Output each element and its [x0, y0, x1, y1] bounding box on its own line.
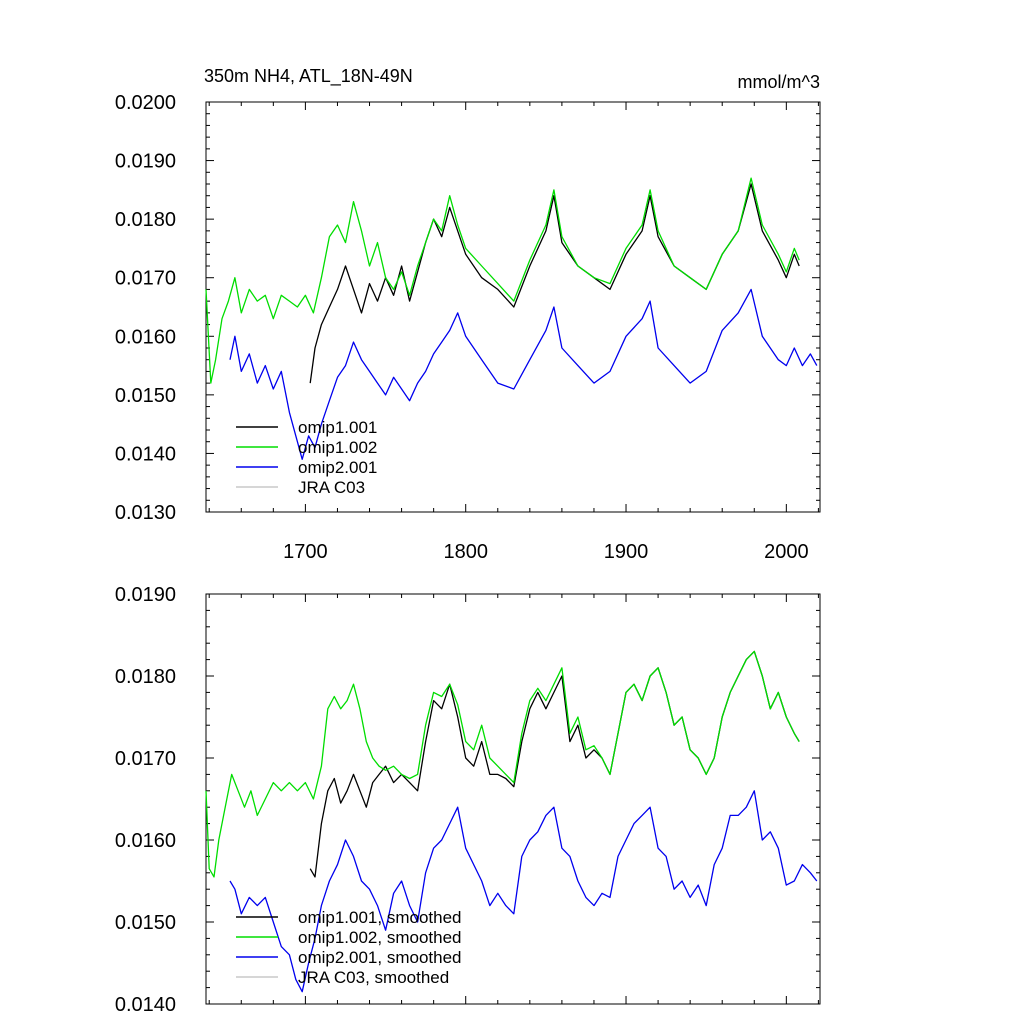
y-tick-label: 0.0150 [115, 385, 176, 407]
top-panel-units: mmol/m^3 [738, 72, 820, 92]
legend-label: JRA C03, smoothed [298, 968, 449, 987]
legend-label: omip2.001 [298, 458, 377, 477]
y-tick-label: 0.0140 [115, 443, 176, 465]
legend-label: omip1.001 [298, 418, 377, 437]
bottom-panel-series [205, 650, 818, 993]
y-tick-label: 0.0140 [115, 994, 176, 1016]
y-tick-label: 0.0190 [115, 151, 176, 173]
x-tick-label: 1900 [604, 541, 649, 563]
legend-label: omip1.001, smoothed [298, 908, 462, 927]
series-line-2 [205, 177, 800, 384]
y-tick-label: 0.0150 [115, 912, 176, 934]
bottom-panel-tick-labels: 0.0140 0.0150 0.0160 0.0170 0.0180 0.0190 [115, 584, 176, 1016]
bottom-panel-ticks [206, 593, 820, 1005]
x-tick-label: 1800 [443, 541, 488, 563]
series-line-3 [229, 288, 818, 460]
y-tick-label: 0.0190 [115, 584, 176, 606]
y-tick-label: 0.0200 [115, 92, 176, 114]
y-tick-label: 0.0180 [115, 666, 176, 688]
y-tick-label: 0.0130 [115, 502, 176, 524]
legend-label: omip1.002 [298, 438, 377, 457]
top-panel-ticks [206, 101, 820, 513]
series-line-2 [205, 650, 800, 878]
x-tick-label: 1700 [283, 541, 328, 563]
y-tick-label: 0.0170 [115, 748, 176, 770]
y-tick-label: 0.0170 [115, 268, 176, 290]
top-panel-plot-frame [205, 101, 821, 513]
legend-label: JRA C03 [298, 478, 365, 497]
y-tick-label: 0.0160 [115, 326, 176, 348]
y-tick-label: 0.0180 [115, 209, 176, 231]
legend-label: omip1.002, smoothed [298, 928, 462, 947]
top-panel-title: 350m NH4, ATL_18N-49N [204, 66, 413, 87]
x-tick-label: 2000 [764, 541, 809, 563]
top-panel-series [205, 177, 818, 460]
bottom-panel: 0.0140 0.0150 0.0160 0.0170 0.0180 0.0190 omi… [115, 584, 821, 1016]
top-panel-tick-labels: 0.0130 0.0140 0.0150 0.0160 0.0170 0.0180 0.01… [115, 92, 809, 563]
legend-label: omip2.001, smoothed [298, 948, 462, 967]
y-tick-label: 0.0160 [115, 830, 176, 852]
series-line-3 [229, 790, 818, 993]
top-panel: 350m NH4, ATL_18N-49N mmol/m^3 0.01300.0… [115, 66, 821, 563]
